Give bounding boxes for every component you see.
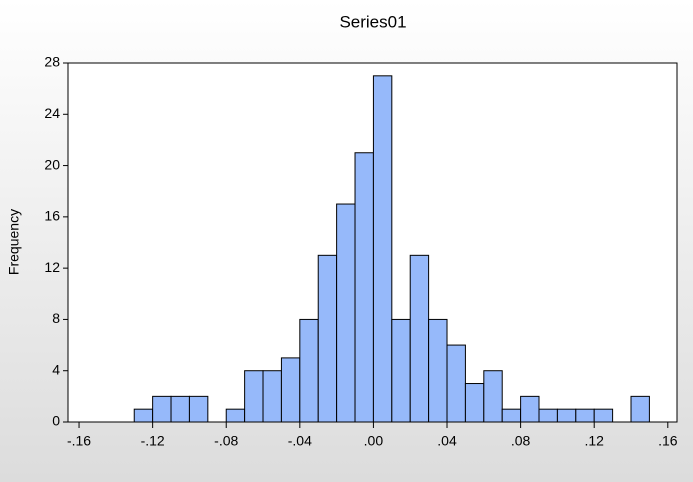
x-tick-label: .04 [437, 433, 457, 449]
bar [152, 395, 172, 423]
x-tick-label: -.16 [67, 433, 91, 449]
bar [630, 395, 650, 423]
bar [593, 408, 614, 423]
bar [280, 357, 301, 423]
x-tick-label: -.04 [288, 433, 312, 449]
bar [244, 370, 264, 423]
chart-title: Series01 [339, 12, 406, 31]
x-tick-label: -.08 [214, 433, 238, 449]
x-tick-label: .00 [364, 433, 384, 449]
y-tick-label: 28 [44, 54, 60, 70]
y-tick-label: 24 [44, 105, 60, 121]
bar [464, 383, 485, 423]
bar [428, 318, 448, 423]
y-tick-label: 4 [52, 361, 60, 377]
bar [483, 370, 503, 423]
bar [372, 75, 393, 423]
bar [336, 203, 356, 423]
bar [520, 395, 540, 423]
bar [409, 254, 430, 423]
y-tick-label: 0 [52, 413, 60, 429]
bar [188, 395, 209, 423]
x-tick-label: -.12 [141, 433, 165, 449]
bar [556, 408, 577, 423]
bar [170, 395, 190, 423]
y-tick-label: 20 [44, 156, 60, 172]
bar [133, 408, 154, 423]
bar [538, 408, 558, 423]
bar [446, 344, 466, 423]
y-tick-label: 8 [52, 310, 60, 326]
y-tick-label: 16 [44, 208, 60, 224]
bar [575, 408, 595, 423]
bar [501, 408, 522, 423]
bar [317, 254, 338, 423]
bar [354, 152, 374, 423]
bar [262, 370, 282, 423]
bar [299, 318, 319, 423]
x-tick-label: .12 [584, 433, 604, 449]
y-tick-label: 12 [44, 259, 60, 275]
y-axis-label: Frequency [6, 209, 22, 275]
bar [225, 408, 246, 423]
x-tick-label: .16 [658, 433, 678, 449]
bar [391, 318, 411, 423]
x-tick-label: .08 [511, 433, 531, 449]
